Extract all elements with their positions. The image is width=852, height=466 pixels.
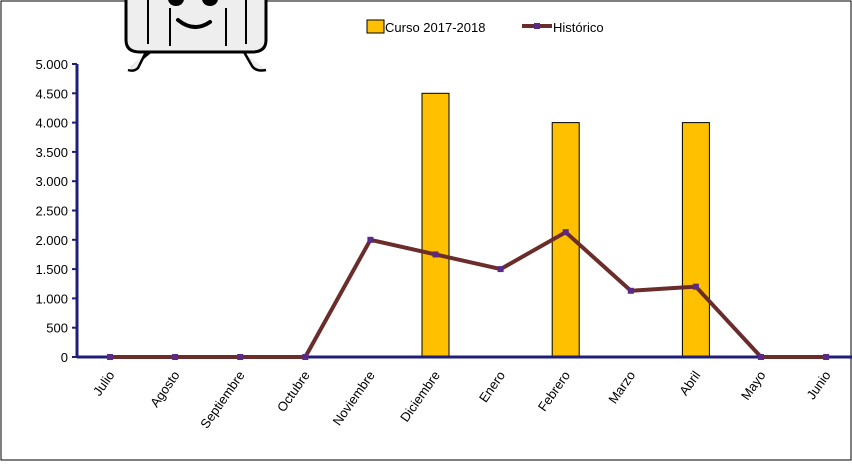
y-tick-label: 2.500 <box>35 204 68 219</box>
y-tick-label: 500 <box>46 321 68 336</box>
historico-point-julio <box>107 354 113 360</box>
y-tick-label: 2.000 <box>35 233 68 248</box>
historico-point-noviembre <box>367 236 374 243</box>
line-series <box>107 229 830 360</box>
historico-point-enero <box>497 266 504 273</box>
y-tick-label: 1.500 <box>35 262 68 277</box>
legend-swatch-bar <box>366 19 385 34</box>
historico-line <box>110 230 827 359</box>
y-tick-label: 3.000 <box>35 174 68 189</box>
historico-point-octubre <box>302 354 309 360</box>
historico-point-junio <box>823 354 830 360</box>
y-tick-label: 1.000 <box>35 291 68 306</box>
historico-point-diciembre <box>432 251 439 258</box>
historico-point-septiembre <box>237 354 244 360</box>
cartoon-mascot-icon <box>124 0 268 72</box>
y-tick-label: 4.000 <box>35 116 68 131</box>
y-tick-label: 5.000 <box>35 57 68 72</box>
legend: Curso 2017-2018 Histórico <box>366 19 604 35</box>
historico-point-abril <box>692 283 699 290</box>
y-tick-label: 4.500 <box>35 86 68 101</box>
historico-point-agosto <box>172 354 179 360</box>
legend-swatch-marker <box>534 23 540 29</box>
y-axis-ticks: 0 500 1.000 1.500 2.000 2.500 3.000 3.500 4.000 4… <box>35 57 77 365</box>
y-tick-label: 3.500 <box>35 145 68 160</box>
historico-point-febrero <box>562 229 569 236</box>
legend-label-bar: Curso 2017-2018 <box>385 20 485 35</box>
y-tick-label: 0 <box>61 350 68 365</box>
bar-abril <box>681 122 710 358</box>
bar-diciembre <box>421 92 450 358</box>
legend-label-line: Histórico <box>553 20 604 35</box>
historico-point-mayo <box>758 354 764 360</box>
historico-point-marzo <box>627 287 634 294</box>
